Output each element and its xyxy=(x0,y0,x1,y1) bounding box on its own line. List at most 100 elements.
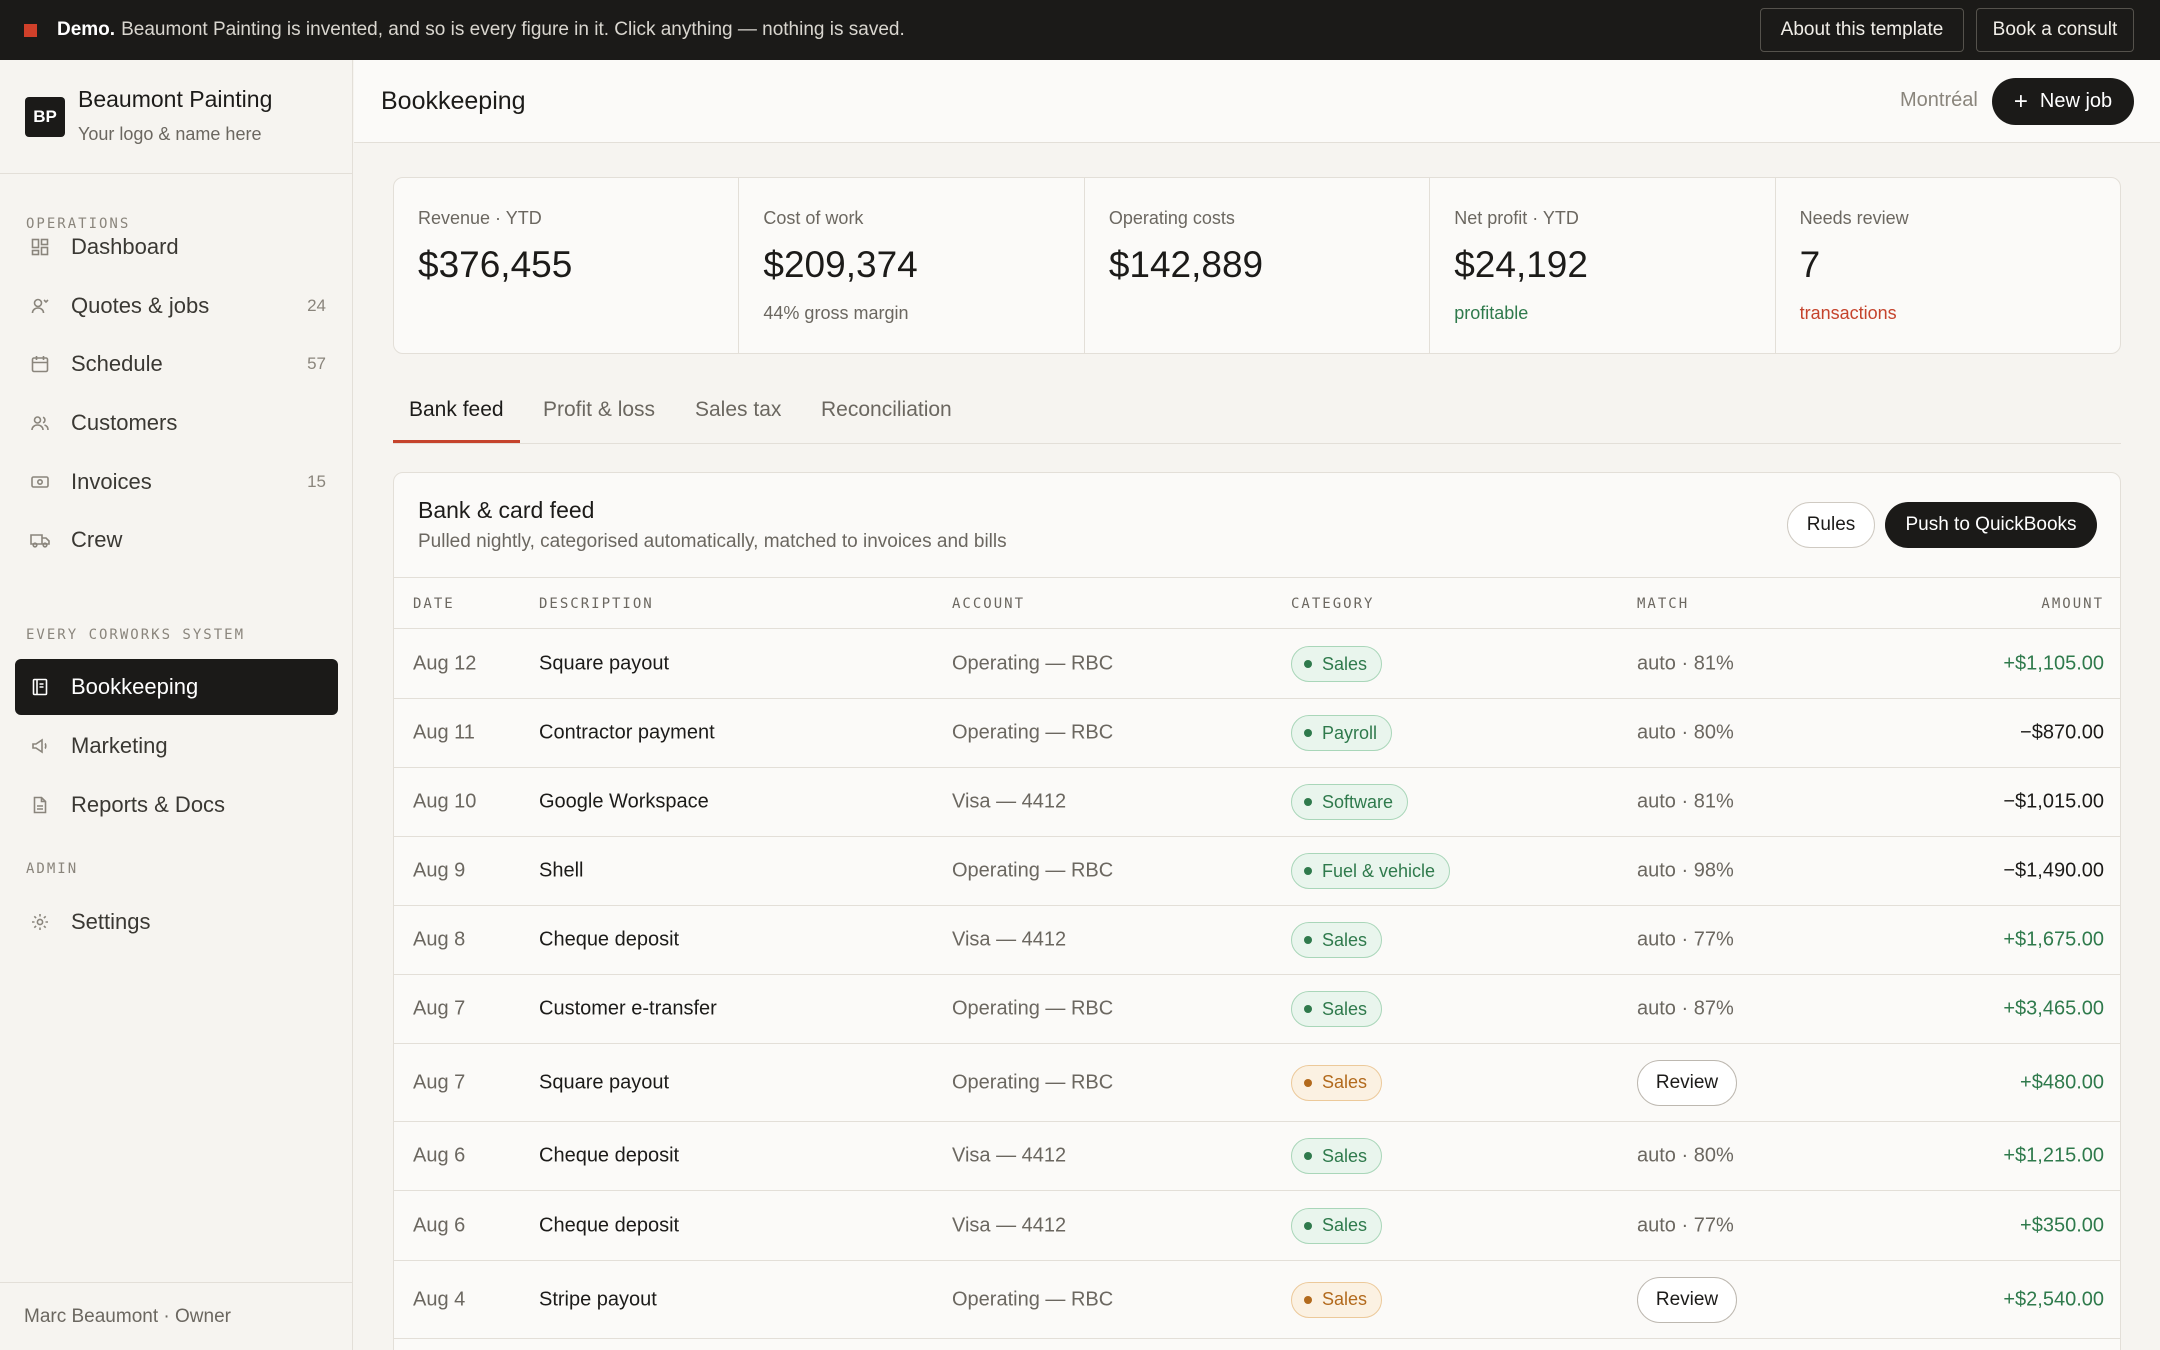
new-job-button[interactable]: + New job xyxy=(1992,78,2134,125)
table-row[interactable]: Aug 7 Customer e-transfer Operating — RBC S… xyxy=(394,975,2120,1044)
current-user[interactable]: Marc Beaumont · Owner xyxy=(0,1282,353,1350)
location-label: Montréal xyxy=(1900,89,1978,111)
date-cell: Aug 8 xyxy=(413,928,466,951)
sidebar-item-marketing[interactable]: Marketing xyxy=(15,718,338,774)
sidebar-item-settings[interactable]: Settings xyxy=(15,894,338,950)
category-pill[interactable]: Fuel & vehicle xyxy=(1291,853,1451,889)
tab-reconciliation[interactable]: Reconciliation xyxy=(821,398,952,421)
sidebar: BP Beaumont Painting Your logo & name he… xyxy=(0,60,353,1350)
count-badge: 24 xyxy=(307,296,326,315)
category-pill[interactable]: Sales xyxy=(1291,1138,1383,1174)
sidebar-item-dashboard[interactable]: Dashboard xyxy=(15,219,338,275)
sidebar-item-bookkeeping[interactable]: Bookkeeping xyxy=(15,659,338,715)
kpi-value: $142,889 xyxy=(1108,244,1264,285)
category-pill[interactable]: Software xyxy=(1291,784,1409,820)
table-row[interactable]: Aug 7 Square payout Operating — RBC Sales Re… xyxy=(394,1044,2120,1122)
sidebar-item-invoices[interactable]: Invoices 15 xyxy=(15,454,338,510)
match-cell: Review xyxy=(1637,1276,1737,1323)
table-row[interactable]: Aug 6 Cheque deposit Visa — 4412 Sales auto … xyxy=(394,1191,2120,1261)
category-pill[interactable]: Sales xyxy=(1291,1281,1383,1318)
amount-cell: +$350.00 xyxy=(2020,1214,2104,1236)
kpi-cost-of-work: Cost of work $209,374 44% gross margin xyxy=(739,178,1085,353)
tab-sales-tax[interactable]: Sales tax xyxy=(695,398,782,421)
match-cell: auto · 87% xyxy=(1637,997,1734,1020)
table-row[interactable]: Aug 11 Contractor payment Operating — RBC P… xyxy=(394,699,2120,768)
category-pill[interactable]: Payroll xyxy=(1291,715,1393,751)
brand-name: Beaumont Painting xyxy=(78,86,273,112)
category-cell: Fuel & vehicle xyxy=(1291,853,1451,889)
amount-cell: +$480.00 xyxy=(2020,1071,2104,1093)
section-label-operations: OPERATIONS xyxy=(26,216,131,232)
table-row[interactable]: Aug 6 Cheque deposit Visa — 4412 Sales auto … xyxy=(394,1122,2120,1191)
table-row[interactable]: Aug 12 Square payout Operating — RBC Sales a… xyxy=(394,630,2120,699)
kpi-subtext: profitable xyxy=(1454,303,1529,323)
kpi-operating-costs: Operating costs $142,889 xyxy=(1085,178,1431,353)
status-dot-icon xyxy=(1304,1005,1312,1013)
category-pill[interactable]: Sales xyxy=(1291,922,1383,958)
table-row[interactable]: Aug 10 Google Workspace Visa — 4412 Softwar… xyxy=(394,768,2120,837)
tab-profit-loss[interactable]: Profit & loss xyxy=(543,398,656,421)
column-header-account: ACCOUNT xyxy=(952,596,1026,612)
amount-cell: +$1,215.00 xyxy=(2003,1144,2104,1167)
about-template-button[interactable]: About this template xyxy=(1760,8,1964,52)
brand-subtitle: Your logo & name here xyxy=(78,124,262,144)
tab-bank-feed[interactable]: Bank feed xyxy=(409,398,504,421)
date-cell: Aug 6 xyxy=(413,1214,466,1236)
date-cell: Aug 7 xyxy=(413,1071,466,1093)
match-cell: auto · 81% xyxy=(1637,790,1734,813)
table-row[interactable]: Aug 9 Shell Operating — RBC Fuel & vehicle a… xyxy=(394,837,2120,906)
category-label: Software xyxy=(1322,791,1394,812)
date-cell: Aug 4 xyxy=(413,1288,466,1310)
sidebar-item-quotes-jobs[interactable]: Quotes & jobs 24 xyxy=(15,278,338,334)
kpi-value: $376,455 xyxy=(418,244,573,285)
sidebar-item-crew[interactable]: Crew xyxy=(15,512,338,568)
match-cell: auto · 77% xyxy=(1637,1214,1734,1236)
review-button[interactable]: Review xyxy=(1637,1276,1737,1323)
table-row[interactable]: Aug 8 Cheque deposit Visa — 4412 Sales auto … xyxy=(394,906,2120,975)
push-to-quickbooks-button[interactable]: Push to QuickBooks xyxy=(1885,502,2097,548)
category-cell: Sales xyxy=(1291,1281,1383,1318)
kpi-label: Operating costs xyxy=(1108,208,1235,228)
category-pill[interactable]: Sales xyxy=(1291,991,1383,1027)
brand-logo: BP xyxy=(25,97,65,137)
status-dot-icon xyxy=(1304,1295,1312,1304)
review-button[interactable]: Review xyxy=(1637,1059,1737,1106)
sidebar-item-reports-docs[interactable]: Reports & Docs xyxy=(15,777,338,833)
description-cell: Cheque deposit xyxy=(539,1214,680,1236)
section-label-admin: ADMIN xyxy=(26,861,79,877)
category-label: Sales xyxy=(1322,998,1368,1019)
book-consult-button[interactable]: Book a consult xyxy=(1976,8,2134,52)
sidebar-item-schedule[interactable]: Schedule 57 xyxy=(15,336,338,392)
sidebar-item-label: Settings xyxy=(71,909,151,934)
count-badge: 15 xyxy=(307,472,326,491)
kpi-needs-review[interactable]: Needs review 7 transactions xyxy=(1776,178,2120,353)
sidebar-item-label: Schedule xyxy=(71,351,163,376)
category-cell: Sales xyxy=(1291,1138,1383,1174)
page-title: Bookkeeping xyxy=(381,87,526,115)
date-cell: Aug 6 xyxy=(413,1144,466,1167)
kpi-strip: Revenue · YTD $376,455 Cost of work $209… xyxy=(393,177,2121,354)
category-cell: Sales xyxy=(1291,922,1383,958)
sidebar-item-label: Bookkeeping xyxy=(71,674,199,699)
category-pill[interactable]: Sales xyxy=(1291,1064,1383,1101)
demo-marker-icon xyxy=(24,23,37,37)
grid-icon xyxy=(29,236,51,258)
column-header-description: DESCRIPTION xyxy=(539,596,654,612)
card-title: Bank & card feed xyxy=(418,497,595,523)
rules-button[interactable]: Rules xyxy=(1787,502,1875,548)
category-label: Sales xyxy=(1322,1215,1368,1235)
bank-feed-card: Bank & card feed Pulled nightly, categor… xyxy=(393,472,2121,1350)
sidebar-item-customers[interactable]: Customers xyxy=(15,395,338,451)
kpi-subtext: transactions xyxy=(1799,303,1897,323)
table-row[interactable]: Aug 4 Stripe payout Operating — RBC Sales Re… xyxy=(394,1261,2120,1339)
match-cell: auto · 77% xyxy=(1637,928,1734,951)
account-cell: Visa — 4412 xyxy=(952,928,1067,951)
count-badge: 57 xyxy=(307,354,326,373)
status-dot-icon xyxy=(1304,660,1312,668)
category-pill[interactable]: Sales xyxy=(1291,1207,1383,1244)
date-cell: Aug 12 xyxy=(413,652,477,675)
description-cell: Contractor payment xyxy=(539,721,715,744)
sidebar-item-label: Invoices xyxy=(71,469,152,494)
category-cell: Payroll xyxy=(1291,715,1393,751)
category-pill[interactable]: Sales xyxy=(1291,646,1383,682)
